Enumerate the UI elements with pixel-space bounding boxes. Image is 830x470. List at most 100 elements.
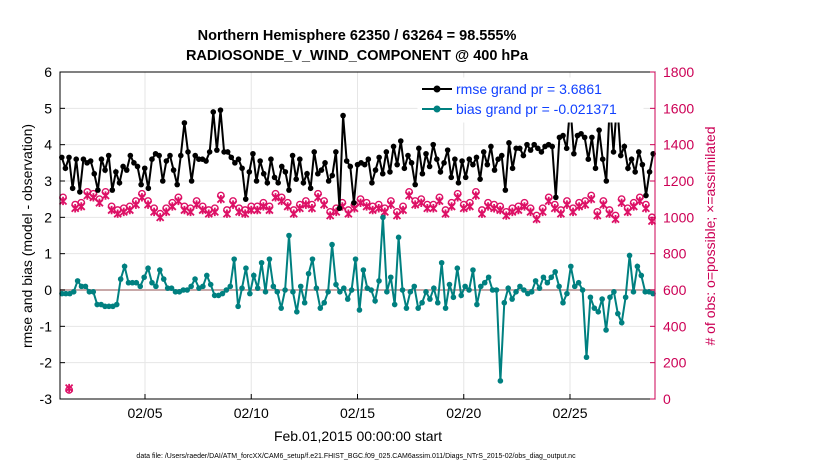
assimilated-obs-point	[593, 211, 602, 220]
assimilated-obs-point	[599, 200, 608, 209]
chart-title: Northern Hemisphere 62350 / 63264 = 98.5…	[198, 28, 517, 44]
assimilated-obs-point	[374, 204, 383, 213]
bias-point	[415, 305, 421, 311]
y-right-tick-label: 1800	[663, 64, 694, 80]
assimilated-obs-point	[313, 193, 323, 202]
bias-point	[423, 289, 429, 295]
bias-point	[184, 287, 191, 293]
bias-point	[329, 241, 335, 248]
rmse-point	[228, 154, 235, 161]
rmse-point	[232, 160, 238, 166]
bias-point	[509, 296, 515, 302]
rmse-point	[105, 152, 112, 159]
rmse-point	[426, 163, 433, 170]
rmse-point	[293, 176, 299, 182]
bias-point	[348, 287, 355, 293]
rmse-point	[390, 143, 397, 150]
y-axis-right-label: # of obs: o=possible; ×=assimilated	[702, 126, 718, 345]
y-right-tick-label: 1200	[663, 173, 694, 189]
y-right-tick-label: 1600	[663, 100, 694, 116]
rmse-point	[628, 156, 635, 162]
bias-point	[622, 294, 629, 301]
legend-box	[417, 77, 644, 123]
bias-point	[368, 287, 375, 293]
bias-point	[395, 234, 402, 241]
bias-point	[113, 301, 120, 308]
bias-point	[431, 285, 437, 291]
bias-point	[489, 287, 496, 293]
bias-point	[466, 287, 472, 293]
rmse-point	[235, 156, 242, 162]
y-tick-label: 3	[44, 173, 52, 189]
rmse-point	[430, 141, 437, 148]
bias-point	[290, 289, 296, 295]
rmse-point	[405, 152, 411, 159]
rmse-point	[127, 152, 134, 159]
bias-point	[145, 265, 151, 272]
bias-point	[427, 296, 433, 302]
bias-point	[403, 305, 410, 311]
bias-point	[391, 301, 398, 308]
bias-point	[344, 296, 351, 302]
rmse-point	[77, 189, 83, 195]
assimilated-obs-point	[247, 205, 256, 215]
assimilated-obs-point	[538, 207, 547, 217]
bias-point	[384, 289, 390, 295]
legend-rmse-label: rmse grand pr = 3.6861	[456, 81, 602, 97]
bias-point	[552, 269, 558, 275]
rmse-point	[318, 167, 325, 173]
bias-point	[454, 265, 461, 272]
rmse-point	[80, 156, 87, 162]
rmse-point	[495, 156, 501, 162]
bias-point	[607, 294, 613, 301]
assimilated-obs-point	[101, 191, 110, 200]
bias-point	[86, 289, 93, 295]
assimilated-obs-point	[64, 383, 74, 393]
bias-point	[231, 256, 237, 262]
bias-point	[247, 290, 253, 297]
assimilated-obs-point	[429, 204, 438, 213]
bias-point	[301, 299, 308, 306]
assimilated-obs-point	[465, 202, 474, 211]
assimilated-obs-point	[617, 198, 626, 207]
rmse-point	[488, 143, 494, 150]
bias-point	[278, 305, 284, 311]
rmse-point	[635, 149, 642, 155]
assimilated-obs-point	[113, 209, 122, 218]
bias-point	[517, 283, 523, 290]
assimilated-obs-point	[556, 209, 566, 218]
bias-point	[458, 292, 465, 299]
bias-point	[615, 310, 621, 317]
bias-point	[235, 303, 241, 310]
rmse-point	[434, 156, 440, 162]
rmse-point	[102, 167, 108, 173]
bias-point	[70, 289, 77, 295]
rmse-point	[203, 158, 209, 164]
rmse-point	[480, 149, 487, 155]
y-right-tick-label: 200	[663, 355, 687, 371]
rmse-point	[159, 178, 166, 184]
rmse-point	[578, 130, 584, 137]
rmse-point	[437, 169, 444, 175]
bias-point	[164, 285, 171, 291]
assimilated-obs-point	[380, 207, 389, 217]
rmse-point	[516, 145, 523, 152]
rmse-point	[581, 134, 588, 141]
bias-point	[556, 283, 562, 290]
assimilated-obs-point	[532, 214, 541, 224]
bias-point	[129, 279, 136, 286]
assimilated-obs-point	[58, 196, 68, 206]
bias-point	[548, 274, 555, 281]
rmse-point	[470, 161, 476, 168]
bias-point	[360, 267, 367, 273]
bias-point	[203, 272, 210, 279]
assimilated-obs-point	[489, 204, 499, 213]
assimilated-obs-point	[271, 193, 280, 202]
rmse-point	[347, 163, 354, 170]
assimilated-obs-point	[502, 211, 511, 220]
bias-point	[478, 283, 484, 290]
assimilated-obs-point	[204, 209, 213, 218]
bias-point	[211, 292, 218, 299]
rmse-point	[585, 156, 592, 162]
assimilated-obs-point	[441, 209, 450, 218]
